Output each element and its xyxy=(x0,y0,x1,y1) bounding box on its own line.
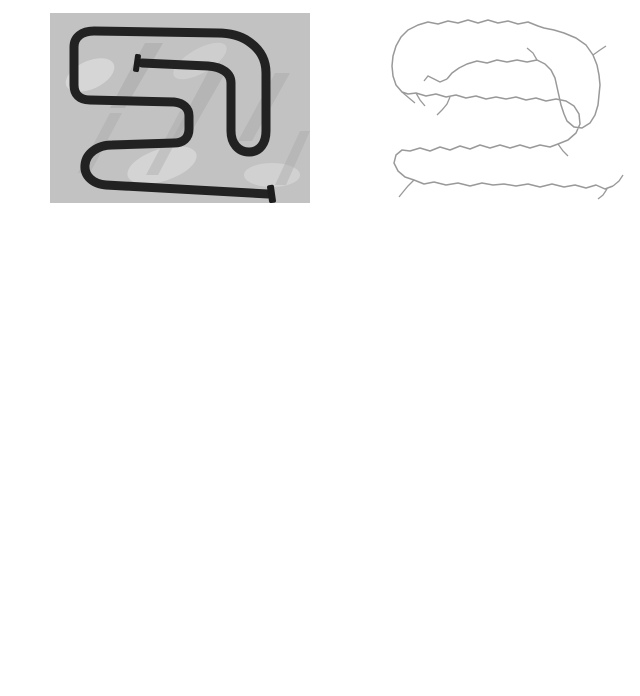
photo-highlight xyxy=(173,42,227,80)
photo-shadow xyxy=(275,131,310,185)
photo-highlight xyxy=(127,146,197,184)
trajectory-path xyxy=(391,19,614,190)
photo-highlight xyxy=(244,163,300,187)
trajectory-offshoots xyxy=(398,45,624,200)
track-end-cap xyxy=(133,53,141,73)
maze-photo xyxy=(50,13,310,203)
track-end-cap xyxy=(267,184,276,203)
trajectory-map xyxy=(391,19,624,200)
maze-track-tube xyxy=(69,26,273,199)
